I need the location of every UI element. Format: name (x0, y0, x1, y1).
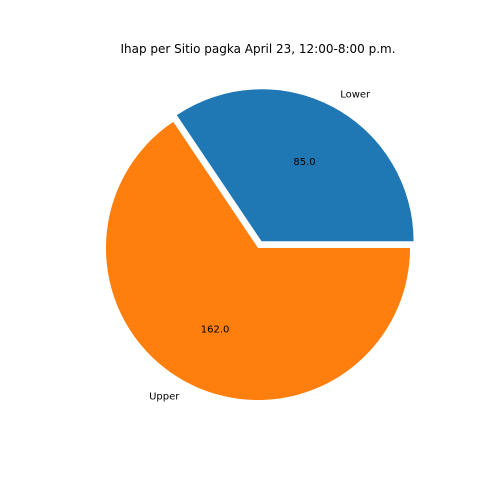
category-label-lower: Lower (340, 90, 371, 101)
pie-slice-upper (106, 121, 410, 401)
value-label-lower: 85.0 (293, 157, 315, 168)
value-label-upper: 162.0 (201, 324, 230, 335)
chart-title: Ihap per Sitio pagka April 23, 12:00-8:0… (120, 42, 395, 56)
pie-labels: Lower 85.0 Upper 162.0 (149, 90, 371, 403)
pie-slice-lower (176, 89, 414, 242)
category-label-upper: Upper (149, 392, 180, 403)
pie-slices (106, 89, 414, 401)
